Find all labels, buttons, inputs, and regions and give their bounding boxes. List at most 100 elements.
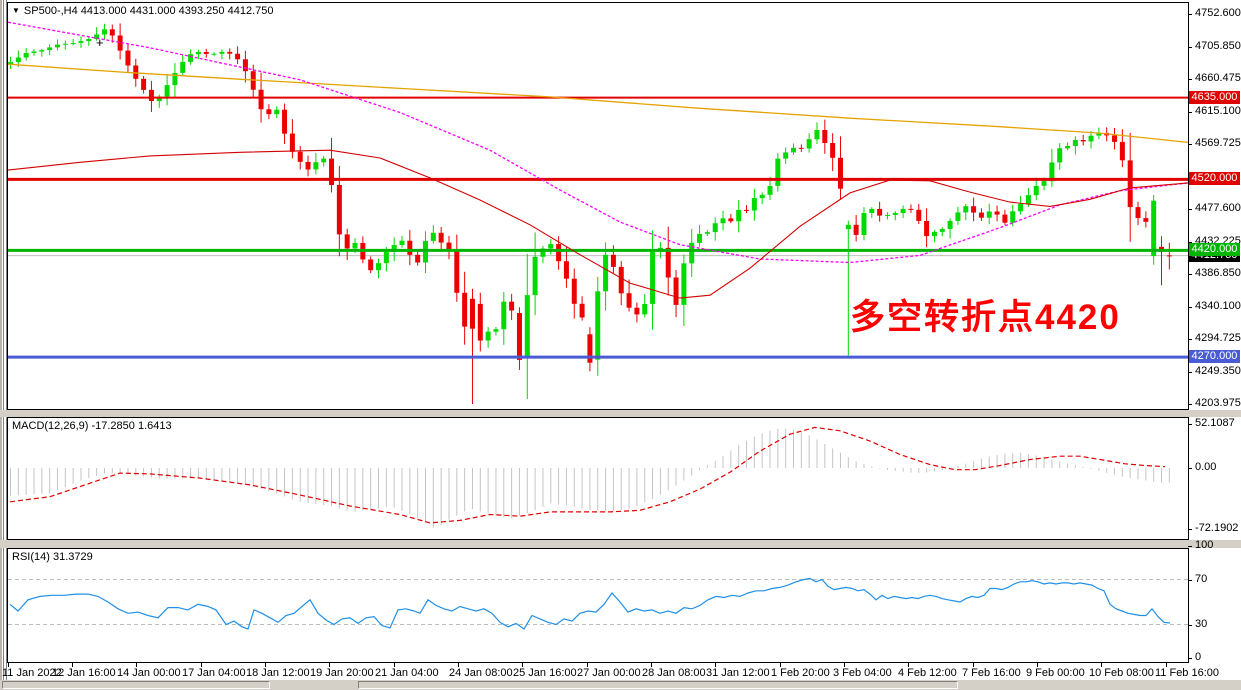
time-tick bbox=[908, 663, 909, 667]
candle-body bbox=[610, 254, 616, 267]
candle-body bbox=[704, 232, 710, 234]
candle-body bbox=[289, 133, 295, 152]
candle-body bbox=[1018, 203, 1024, 212]
time-tick-label: 9 Feb 00:00 bbox=[1026, 667, 1085, 679]
candle-body bbox=[814, 130, 820, 140]
candle-body bbox=[274, 109, 280, 115]
status-bar bbox=[0, 680, 1241, 690]
candle-body bbox=[39, 50, 45, 52]
time-tick bbox=[1037, 663, 1038, 667]
axis-tick bbox=[1188, 144, 1192, 145]
candle-body bbox=[1033, 185, 1039, 196]
time-tick bbox=[651, 663, 652, 667]
axis-tick bbox=[1188, 580, 1192, 581]
axis-tick bbox=[1188, 372, 1192, 373]
axis-tick bbox=[1188, 242, 1192, 243]
axis-tick bbox=[1188, 307, 1192, 308]
price-tick-label: 4615.100 bbox=[1195, 105, 1241, 117]
time-tick bbox=[394, 663, 395, 667]
panel-separator[interactable] bbox=[0, 410, 1241, 417]
candle-body bbox=[947, 220, 953, 229]
symbol-ohlc-line: ▼ SP500-,H4 4413.000 4431.000 4393.250 44… bbox=[12, 5, 273, 17]
candle-body bbox=[78, 41, 84, 43]
candle-body bbox=[931, 231, 937, 237]
macd-chart[interactable] bbox=[8, 418, 1188, 539]
candle-body bbox=[759, 194, 765, 199]
time-tick bbox=[265, 663, 266, 667]
level-price-label: 4635.000 bbox=[1189, 91, 1240, 104]
candle-body bbox=[477, 303, 483, 341]
price-tick-label: 4569.725 bbox=[1195, 137, 1241, 149]
candle-body bbox=[1119, 141, 1125, 161]
candle-body bbox=[994, 211, 1000, 215]
main-chart-panel[interactable]: ▼ SP500-,H4 4413.000 4431.000 4393.250 44… bbox=[7, 2, 1189, 410]
axis-tick bbox=[1188, 274, 1192, 275]
candle-body bbox=[54, 44, 60, 48]
rsi-chart[interactable] bbox=[8, 549, 1188, 662]
candle-body bbox=[8, 62, 13, 65]
candle-body bbox=[916, 209, 922, 221]
time-tick bbox=[844, 663, 845, 667]
axis-tick bbox=[1188, 79, 1192, 80]
candle-body bbox=[101, 29, 107, 35]
rsi-scale-label: 100 bbox=[1195, 539, 1214, 551]
candle-body bbox=[736, 209, 742, 222]
time-tick-label: 14 Jan 00:00 bbox=[117, 667, 181, 679]
axis-tick bbox=[1188, 112, 1192, 113]
time-tick-label: 7 Feb 16:00 bbox=[962, 667, 1021, 679]
candle-body bbox=[47, 47, 53, 51]
rsi-scale-label: 70 bbox=[1195, 573, 1208, 585]
macd-panel[interactable]: MACD(12,26,9) -17.2850 1.6413 bbox=[7, 417, 1189, 540]
candle-body bbox=[579, 303, 585, 318]
candle-body bbox=[117, 35, 123, 51]
rsi-scale-label: 0 bbox=[1195, 651, 1202, 663]
candlestick-chart[interactable] bbox=[8, 3, 1188, 409]
candle-body bbox=[908, 208, 914, 210]
candle-body bbox=[720, 218, 726, 224]
candle-body bbox=[618, 266, 624, 294]
axis-tick bbox=[1188, 529, 1192, 530]
candle-body bbox=[681, 263, 687, 305]
rsi-label: RSI(14) 31.3729 bbox=[12, 551, 93, 563]
candle-body bbox=[524, 295, 530, 356]
window-left-frame bbox=[0, 0, 7, 680]
candle-body bbox=[689, 242, 695, 264]
candle-body bbox=[955, 212, 961, 221]
time-tick-label: 4 Feb 12:00 bbox=[898, 667, 957, 679]
candle-body bbox=[376, 263, 382, 271]
candle-body bbox=[1151, 200, 1157, 257]
axis-tick bbox=[1188, 209, 1192, 210]
macd-scale-label: -72.1902 bbox=[1195, 522, 1239, 534]
time-tick bbox=[973, 663, 974, 667]
candle-body bbox=[23, 53, 29, 58]
axis-tick bbox=[1188, 546, 1192, 547]
candle-body bbox=[1065, 146, 1071, 149]
candle-body bbox=[94, 34, 100, 39]
time-tick-label: 21 Jan 04:00 bbox=[375, 667, 439, 679]
price-tick-label: 4340.100 bbox=[1195, 300, 1241, 312]
candle-body bbox=[642, 304, 648, 315]
candle-body bbox=[532, 256, 538, 296]
candle-body bbox=[587, 334, 593, 363]
panel-separator[interactable] bbox=[0, 540, 1241, 548]
rsi-panel[interactable]: RSI(14) 31.3729 bbox=[7, 548, 1189, 663]
candle-body bbox=[266, 109, 272, 115]
candle-body bbox=[798, 147, 804, 149]
axis-tick bbox=[1188, 14, 1192, 15]
macd-scale-label: 52.1087 bbox=[1195, 417, 1235, 429]
price-axis[interactable]: 4752.600 4705.850 4660.475 4615.100 4569.725… bbox=[1188, 0, 1241, 663]
candle-body bbox=[822, 130, 828, 143]
object-anchor-cross: + bbox=[96, 35, 104, 50]
candle-body bbox=[939, 229, 945, 232]
price-tick-label: 4705.850 bbox=[1195, 40, 1241, 52]
time-tick-label: 31 Jan 12:00 bbox=[706, 667, 770, 679]
symbol-title: SP500-,H4 4413.000 4431.000 4393.250 441… bbox=[23, 5, 274, 17]
candle-body bbox=[1135, 207, 1141, 219]
candle-body bbox=[924, 221, 930, 237]
macd-label: MACD(12,26,9) -17.2850 1.6413 bbox=[12, 420, 172, 432]
symbol-dropdown-icon[interactable]: ▼ bbox=[12, 6, 20, 15]
candle-body bbox=[540, 248, 546, 257]
time-tick-label: 19 Jan 20:00 bbox=[310, 667, 374, 679]
time-axis[interactable]: 11 Jan 2022 12 Jan 16:00 14 Jan 00:00 17 Ja… bbox=[0, 663, 1241, 680]
price-tick-label: 4386.850 bbox=[1195, 267, 1241, 279]
